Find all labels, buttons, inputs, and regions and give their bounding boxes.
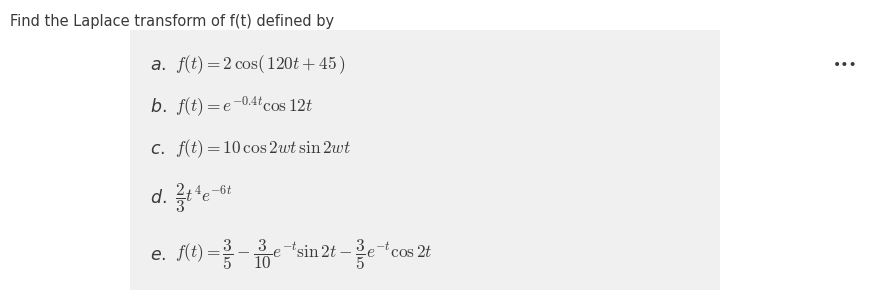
FancyBboxPatch shape [130, 30, 720, 290]
Text: $f(t) = e^{-0.4t}\mathrm{cos}\,12t$: $f(t) = e^{-0.4t}\mathrm{cos}\,12t$ [175, 94, 314, 119]
Text: $\dfrac{2}{3}t^4 e^{-6t}$: $\dfrac{2}{3}t^4 e^{-6t}$ [175, 181, 232, 215]
Text: Find the Laplace transform of f(t) defined by: Find the Laplace transform of f(t) defin… [10, 14, 334, 29]
Text: $b.$: $b.$ [150, 98, 166, 116]
Text: $f(t) = 10\,\mathrm{cos}\,2wt\,\mathrm{sin}\,2wt$: $f(t) = 10\,\mathrm{cos}\,2wt\,\mathrm{s… [175, 138, 351, 160]
Text: $d.$: $d.$ [150, 189, 166, 207]
Text: $f(t) = \dfrac{3}{5} - \dfrac{3}{10}e^{-t}\mathrm{sin}\,2t - \dfrac{3}{5}e^{-t}\: $f(t) = \dfrac{3}{5} - \dfrac{3}{10}e^{-… [175, 238, 433, 272]
Text: $c.$: $c.$ [150, 140, 165, 158]
Text: •••: ••• [833, 58, 857, 72]
Text: $f(t) = 2\,\mathrm{cos}(\,120t + 45\,)$: $f(t) = 2\,\mathrm{cos}(\,120t + 45\,)$ [175, 54, 346, 76]
Text: $a.$: $a.$ [150, 56, 166, 74]
Text: $e.$: $e.$ [150, 246, 166, 264]
